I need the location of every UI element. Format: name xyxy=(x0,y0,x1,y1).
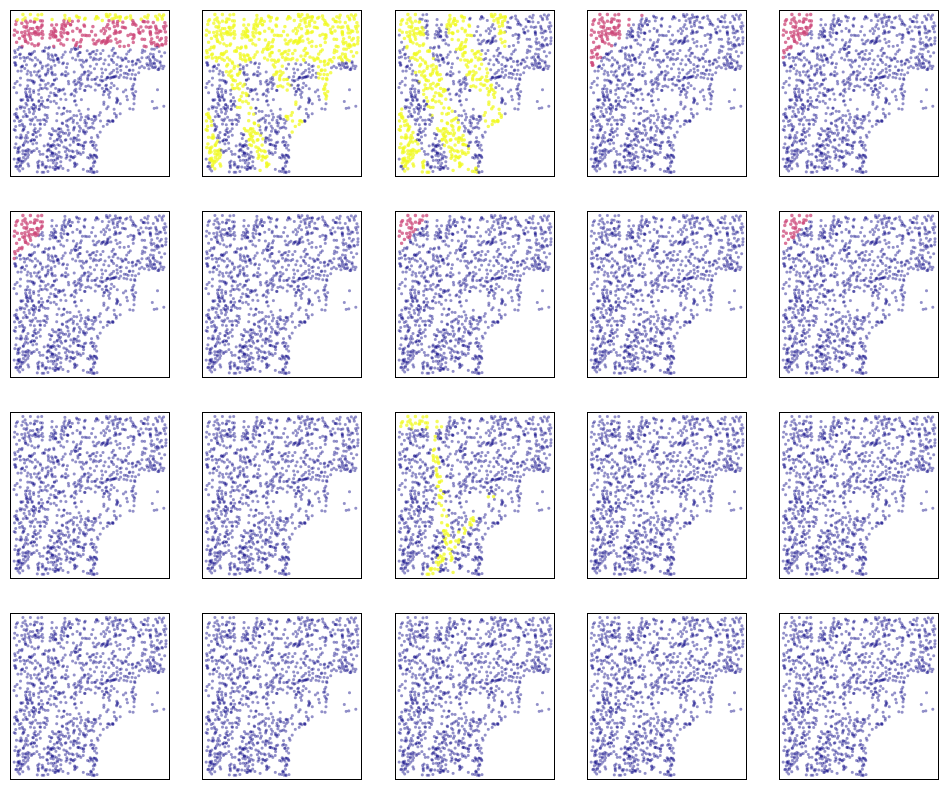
scatter-panel-8 xyxy=(396,212,555,378)
scatter-points xyxy=(205,13,360,174)
scatter-points xyxy=(13,616,168,777)
scatter-panel-14 xyxy=(588,413,747,579)
scatter-points xyxy=(398,214,553,375)
scatter-points xyxy=(13,415,168,576)
scatter-panel-19 xyxy=(588,614,747,780)
scatter-panel-18 xyxy=(396,614,555,780)
scatter-points xyxy=(13,214,168,375)
scatter-panel-4 xyxy=(588,11,747,177)
scatter-panel-12 xyxy=(203,413,362,579)
scatter-points xyxy=(782,616,937,777)
scatter-points xyxy=(590,13,745,174)
scatter-points xyxy=(590,415,745,576)
scatter-panel-9 xyxy=(588,212,747,378)
scatter-panel-10 xyxy=(780,212,939,378)
scatter-panel-6 xyxy=(11,212,170,378)
scatter-panel-13 xyxy=(396,413,555,579)
scatter-panel-3 xyxy=(396,11,555,177)
scatter-panel-2 xyxy=(203,11,362,177)
scatter-panel-11 xyxy=(11,413,170,579)
scatter-panel-20 xyxy=(780,614,939,780)
scatter-points xyxy=(782,214,937,375)
scatter-panel-16 xyxy=(11,614,170,780)
scatter-panel-17 xyxy=(203,614,362,780)
scatter-points xyxy=(782,415,937,576)
scatter-panel-5 xyxy=(780,11,939,177)
scatter-points xyxy=(398,13,553,174)
scatter-points xyxy=(205,415,360,576)
scatter-panel-1 xyxy=(11,11,170,177)
scatter-points xyxy=(590,214,745,375)
scatter-points xyxy=(398,415,553,576)
scatter-points xyxy=(782,13,937,174)
scatter-points xyxy=(590,616,745,777)
scatter-panel-7 xyxy=(203,212,362,378)
scatter-points xyxy=(13,13,168,174)
scatter-points xyxy=(398,616,553,777)
scatter-panel-15 xyxy=(780,413,939,579)
scatter-points xyxy=(205,214,360,375)
scatter-points xyxy=(205,616,360,777)
